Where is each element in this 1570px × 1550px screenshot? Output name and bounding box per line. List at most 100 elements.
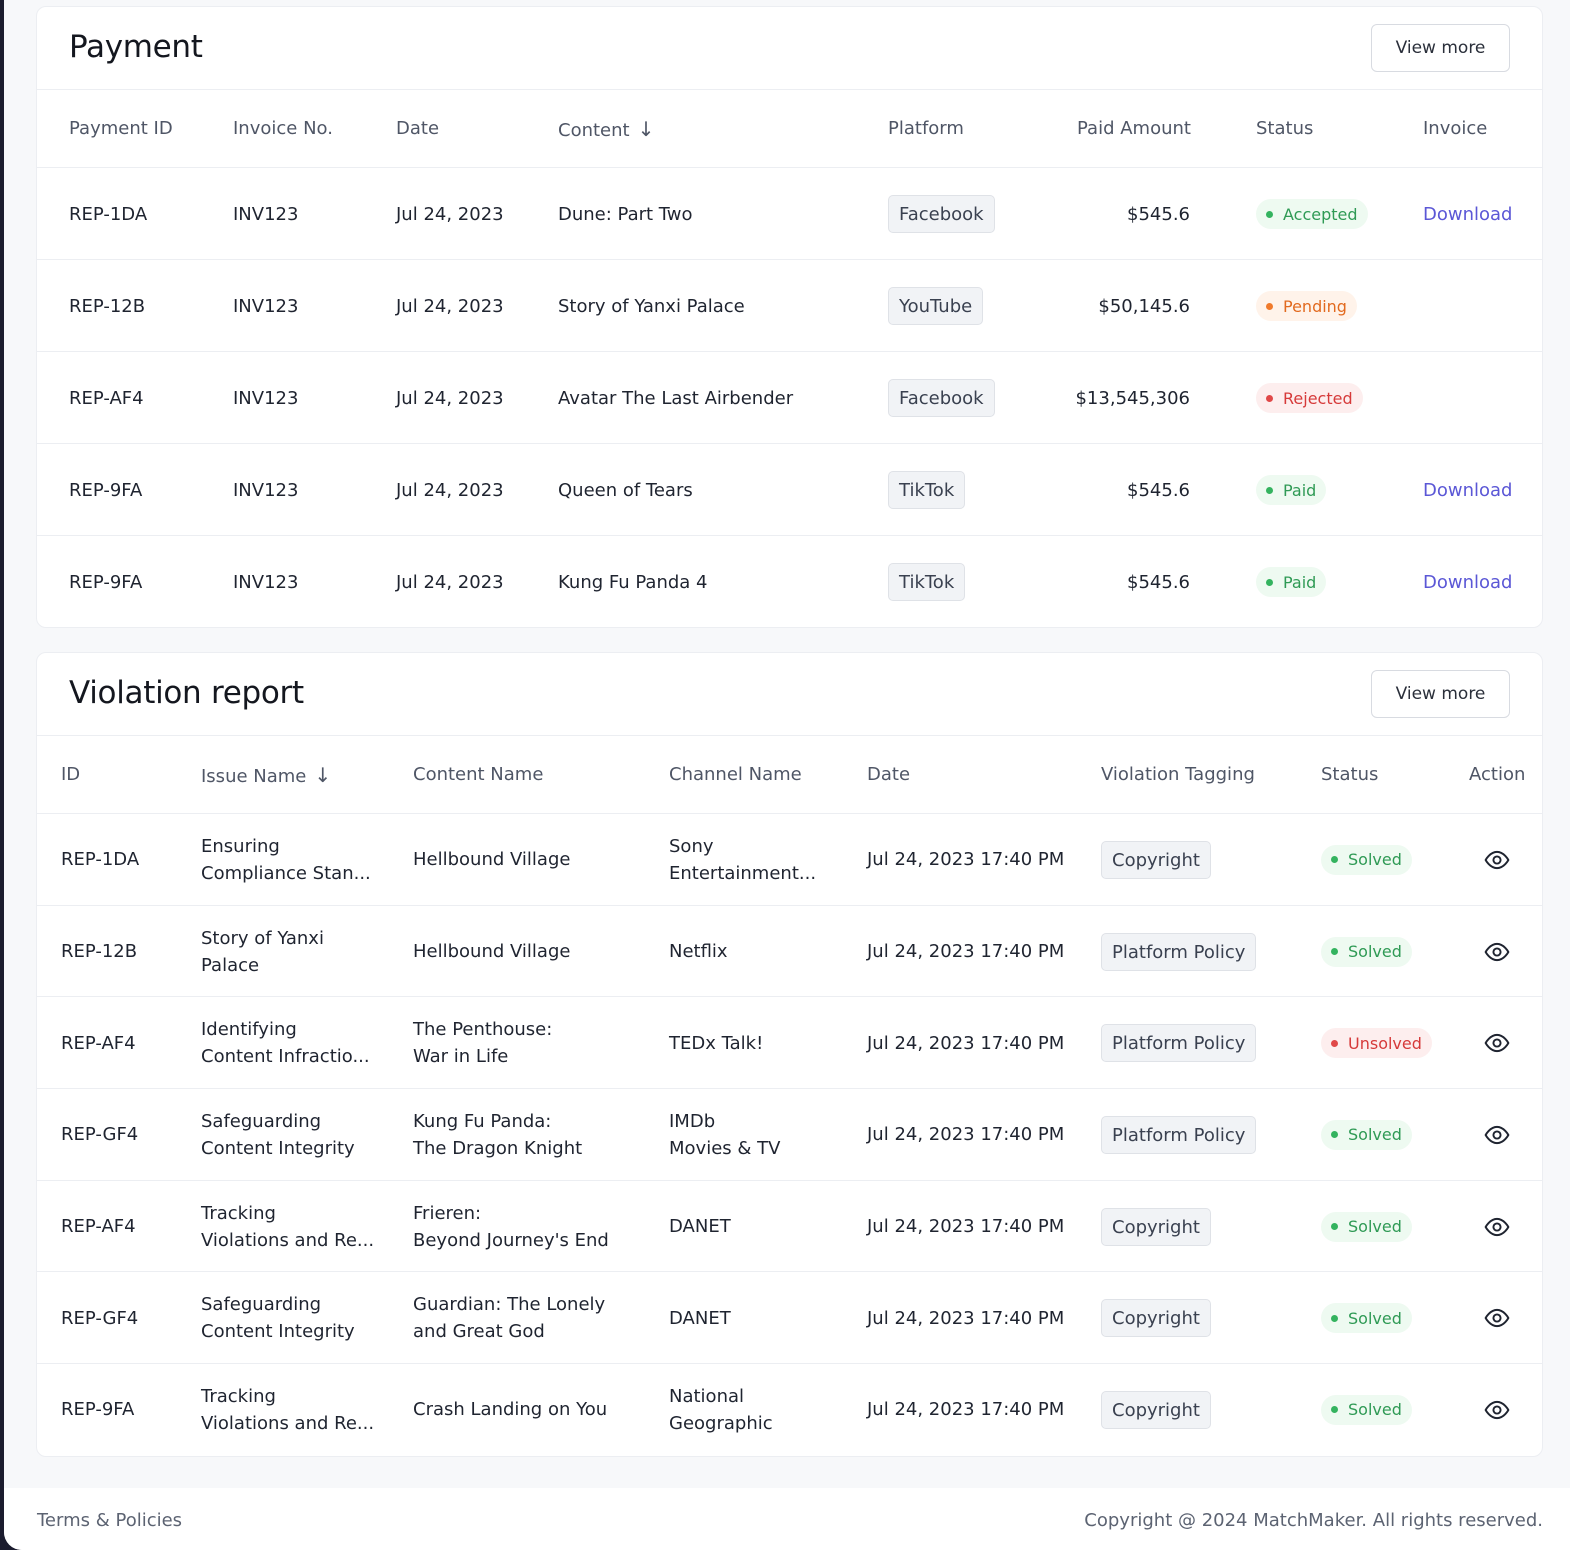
- channel-name-cell: Sony Entertainment...: [669, 814, 859, 906]
- col-payment-id: Payment ID: [69, 118, 173, 139]
- invoice-cell: [1423, 260, 1533, 352]
- content-name-cell-text: Kung Fu Panda: The Dragon Knight: [413, 1108, 582, 1162]
- sort-down-arrow-icon[interactable]: ↓: [637, 117, 655, 141]
- issue-name-cell-text: Safeguarding Content Integrity: [201, 1291, 355, 1345]
- issue-name-cell: Safeguarding Content Integrity: [201, 1089, 401, 1181]
- paid-amount-cell: $545.6: [1127, 479, 1190, 501]
- text-line: Content Infractio...: [201, 1046, 370, 1068]
- eye-icon[interactable]: [1484, 1030, 1510, 1056]
- status-label: Paid: [1283, 480, 1317, 500]
- eye-icon[interactable]: [1484, 847, 1510, 873]
- payment-title: Payment: [69, 29, 203, 65]
- content-name-cell: Kung Fu Panda: The Dragon Knight: [413, 1089, 663, 1181]
- invoice-cell: [1423, 352, 1533, 444]
- col-invoice-no: Invoice No.: [233, 118, 333, 139]
- col-issue-name-label: Issue Name: [201, 766, 307, 787]
- col-content-name: Content Name: [413, 764, 544, 785]
- eye-icon[interactable]: [1484, 1214, 1510, 1240]
- col-status: Status: [1321, 764, 1379, 785]
- footer: Terms & Policies Copyright @ 2024 MatchM…: [4, 1488, 1570, 1550]
- status-label: Accepted: [1283, 204, 1358, 224]
- paid-amount-cell: $545.6: [1127, 203, 1190, 225]
- issue-name-cell-text: Tracking Violations and Re...: [201, 1383, 374, 1437]
- issue-name-cell: Ensuring Compliance Stan...: [201, 814, 401, 906]
- text-line: Ensuring: [201, 835, 280, 857]
- date-cell: Jul 24, 2023: [396, 295, 504, 317]
- col-content[interactable]: Content ↓: [558, 90, 654, 168]
- issue-name-cell: Identifying Content Infractio...: [201, 997, 401, 1089]
- text-line: DANET: [669, 1307, 731, 1329]
- status-dot-icon: [1331, 948, 1338, 956]
- action-cell: [1484, 814, 1524, 906]
- status-dot-icon: [1331, 1223, 1338, 1231]
- platform-badge: Facebook: [888, 195, 995, 233]
- content-name-cell: Crash Landing on You: [413, 1364, 663, 1456]
- id-cell: REP-12B: [61, 941, 138, 963]
- col-content-label: Content: [558, 120, 630, 141]
- issue-name-cell: Tracking Violations and Re...: [201, 1364, 401, 1456]
- platform-cell: Facebook: [888, 168, 1068, 260]
- status-cell: Solved: [1321, 814, 1461, 906]
- violation-tag-cell: Copyright: [1101, 1272, 1311, 1364]
- platform-badge: TikTok: [888, 563, 966, 601]
- platform-badge: YouTube: [888, 287, 984, 325]
- col-invoice: Invoice: [1423, 118, 1488, 139]
- text-line: Sony: [669, 835, 714, 857]
- text-line: Identifying: [201, 1019, 297, 1041]
- text-line: Hellbound Village: [413, 941, 571, 963]
- platform-cell: TikTok: [888, 536, 1068, 627]
- invoice-no-cell: INV123: [233, 295, 299, 317]
- download-invoice-link[interactable]: Download: [1423, 203, 1513, 225]
- sort-down-arrow-icon[interactable]: ↓: [314, 763, 332, 787]
- date-cell: Jul 24, 2023 17:40 PM: [867, 1216, 1065, 1238]
- col-id: ID: [61, 764, 81, 785]
- eye-icon[interactable]: [1484, 1122, 1510, 1148]
- table-row: REP-1DA Ensuring Compliance Stan... Hellbou…: [37, 814, 1542, 906]
- col-violation-tagging: Violation Tagging: [1101, 764, 1255, 785]
- col-issue-name[interactable]: Issue Name ↓: [201, 736, 331, 814]
- date-cell: Jul 24, 2023: [396, 203, 504, 225]
- text-line: War in Life: [413, 1046, 509, 1068]
- payment-view-more-button[interactable]: View more: [1371, 24, 1510, 72]
- text-line: Guardian: The Lonely: [413, 1294, 606, 1316]
- id-cell: REP-1DA: [61, 849, 140, 871]
- violation-tag-badge: Copyright: [1101, 1390, 1211, 1429]
- eye-icon[interactable]: [1484, 1305, 1510, 1331]
- terms-link[interactable]: Terms & Policies: [37, 1510, 183, 1531]
- id-cell: REP-AF4: [61, 1032, 136, 1054]
- payment-id-cell: REP-9FA: [69, 571, 143, 593]
- violation-view-more-button[interactable]: View more: [1371, 670, 1510, 718]
- status-badge: Solved: [1321, 1119, 1412, 1150]
- download-invoice-link[interactable]: Download: [1423, 479, 1513, 501]
- col-platform: Platform: [888, 118, 964, 139]
- text-line: Safeguarding: [201, 1110, 322, 1132]
- col-paid-amount: Paid Amount: [1077, 118, 1191, 139]
- status-cell: Rejected: [1256, 352, 1416, 444]
- issue-name-cell-text: Ensuring Compliance Stan...: [201, 833, 371, 887]
- col-action: Action: [1469, 764, 1526, 785]
- copyright-text: Copyright @ 2024 MatchMaker. All rights …: [1084, 1510, 1543, 1531]
- content-name-cell: Hellbound Village: [413, 814, 663, 906]
- violation-tag-badge: Copyright: [1101, 840, 1211, 879]
- platform-cell: TikTok: [888, 444, 1068, 536]
- action-cell: [1484, 1181, 1524, 1273]
- status-dot-icon: [1266, 394, 1273, 402]
- status-dot-icon: [1331, 856, 1338, 864]
- content-name-cell-text: Hellbound Village: [413, 846, 570, 873]
- payment-id-cell: REP-1DA: [69, 203, 148, 225]
- date-cell: Jul 24, 2023: [396, 479, 504, 501]
- violation-tag-cell: Platform Policy: [1101, 906, 1311, 998]
- text-line: Violations and Re...: [201, 1229, 375, 1251]
- text-line: Story of Yanxi: [201, 927, 324, 949]
- invoice-no-cell: INV123: [233, 387, 299, 409]
- content-name-cell: Guardian: The Lonely and Great God: [413, 1272, 663, 1364]
- download-invoice-link[interactable]: Download: [1423, 571, 1513, 593]
- text-line: DANET: [669, 1216, 731, 1238]
- table-row: REP-AF4 Identifying Content Infractio... Th…: [37, 997, 1542, 1090]
- text-line: Content Integrity: [201, 1137, 355, 1159]
- eye-icon[interactable]: [1484, 1397, 1510, 1423]
- status-badge: Paid: [1256, 475, 1327, 505]
- date-cell: Jul 24, 2023 17:40 PM: [867, 1124, 1065, 1146]
- eye-icon[interactable]: [1484, 939, 1510, 965]
- status-cell: Pending: [1256, 260, 1416, 352]
